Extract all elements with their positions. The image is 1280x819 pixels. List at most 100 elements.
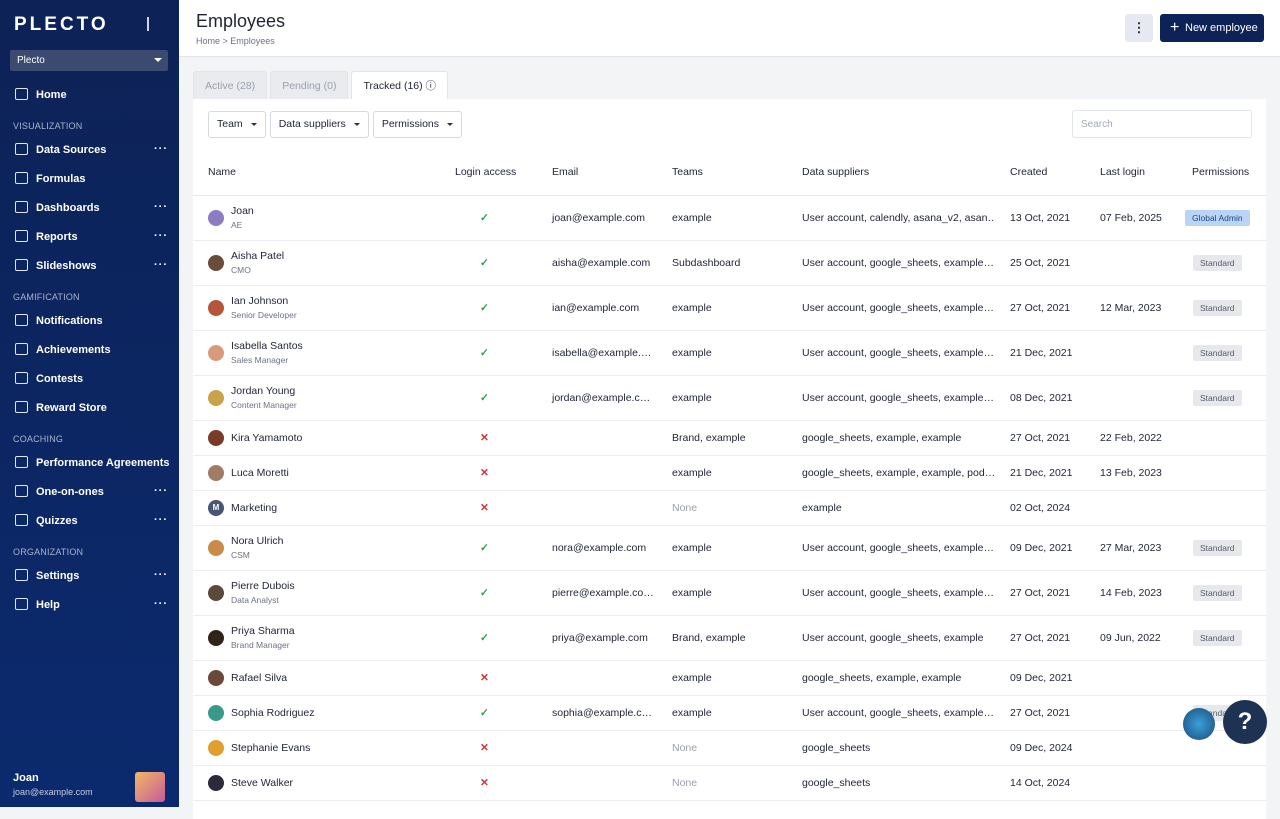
nav-icon: [15, 598, 28, 610]
nav-item[interactable]: Performance Agreements: [0, 448, 179, 477]
column-header: Permissions: [1177, 150, 1266, 196]
teams-cell: example: [657, 455, 787, 491]
suppliers: User account, google_sheets, example…: [802, 541, 995, 554]
last-login-cell: [1085, 695, 1177, 731]
check-icon: ✓: [480, 256, 489, 269]
last-login-cell: [1085, 240, 1177, 286]
name-block: Sophia Rodriguez: [231, 707, 314, 719]
tab[interactable]: Tracked (16) ⓘ: [351, 71, 449, 99]
last-login-cell: 07 Feb, 2025: [1085, 195, 1177, 241]
nav-item[interactable]: Formulas: [0, 164, 179, 193]
nav-label: Settings: [36, 569, 80, 582]
employee-row[interactable]: Luca Moretti ✕ example google_sheets, examp…: [193, 455, 1266, 491]
nav-item[interactable]: Quizzes ···: [0, 506, 179, 535]
last-login-cell: [1085, 730, 1177, 766]
column-header: Data suppliers: [787, 150, 995, 196]
tab[interactable]: Active (28): [193, 71, 268, 99]
cross-icon: ✕: [480, 501, 489, 514]
more-icon[interactable]: ···: [154, 598, 168, 610]
avatar: [208, 254, 224, 271]
header-row: Name Login access Email Teams Data suppliers…: [193, 150, 1266, 196]
name-cell: M Marketing: [193, 490, 440, 526]
org-select[interactable]: Plecto: [10, 50, 168, 71]
employee-row[interactable]: Rafael Silva ✕ example google_sheets, examp…: [193, 660, 1266, 696]
new-employee-button[interactable]: New employee: [1160, 14, 1264, 42]
filter[interactable]: Permissions: [372, 111, 462, 138]
nav-item[interactable]: Reports ···: [0, 222, 179, 251]
created: 27 Oct, 2021: [1010, 431, 1071, 444]
login-cell: ✓: [440, 525, 537, 571]
employee-row[interactable]: Jordan Young Content Manager ✓ jordan@examp…: [193, 375, 1266, 421]
employee-name: Priya Sharma: [231, 625, 295, 637]
more-icon[interactable]: ···: [154, 485, 168, 497]
help-button[interactable]: ?: [1223, 700, 1267, 744]
more-button[interactable]: ⋮: [1125, 14, 1153, 42]
last-login-cell: 12 Mar, 2023: [1085, 285, 1177, 331]
filter[interactable]: Team: [208, 111, 266, 138]
employee-row[interactable]: Isabella Santos Sales Manager ✓ isabella@ex…: [193, 330, 1266, 376]
nav-section: GAMIFICATION: [13, 292, 80, 302]
employee-row[interactable]: Steve Walker ✕ None google_sheets 14 Oct, 20…: [193, 765, 1266, 801]
search-input[interactable]: Search: [1072, 110, 1252, 138]
employee-row[interactable]: Nora Ulrich CSM ✓ nora@example.com example Us…: [193, 525, 1266, 571]
nav-item[interactable]: Settings ···: [0, 561, 179, 590]
employee-row[interactable]: Pierre Dubois Data Analyst ✓ pierre@example…: [193, 570, 1266, 616]
suppliers-cell: User account, google_sheets, example…: [787, 240, 995, 286]
card: Team Data suppliers Permissions Search Nam…: [193, 99, 1266, 819]
more-icon[interactable]: ···: [154, 230, 168, 242]
nav-item[interactable]: Help ···: [0, 590, 179, 619]
tab[interactable]: Pending (0): [270, 71, 349, 99]
login-cell: ✓: [440, 240, 537, 286]
employee-row[interactable]: Stephanie Evans ✕ None google_sheets 09 Dec,…: [193, 730, 1266, 766]
name-block: Nora Ulrich CSM: [231, 535, 284, 560]
more-icon[interactable]: ···: [154, 569, 168, 581]
nav-item[interactable]: Notifications: [0, 306, 179, 335]
nav-item[interactable]: One-on-ones ···: [0, 477, 179, 506]
suppliers: User account, google_sheets, example…: [802, 706, 995, 719]
teams-cell: example: [657, 695, 787, 731]
employee-row[interactable]: Sophia Rodriguez ✓ sophia@example.c… exampl…: [193, 695, 1266, 731]
employee-row[interactable]: Priya Sharma Brand Manager ✓ priya@example.…: [193, 615, 1266, 661]
suppliers-cell: User account, google_sheets, example: [787, 615, 995, 661]
employee-name: Marketing: [231, 501, 278, 514]
teams-cell: example: [657, 570, 787, 616]
permission-badge: Standard: [1193, 299, 1242, 316]
more-icon[interactable]: ···: [154, 143, 168, 155]
nav-item[interactable]: Achievements: [0, 335, 179, 364]
last-login: 09 Jun, 2022: [1100, 631, 1161, 644]
employee-row[interactable]: Kira Yamamoto ✕ Brand, example google_sheet…: [193, 420, 1266, 456]
name-block: Isabella Santos Sales Manager: [231, 340, 303, 365]
nav-item[interactable]: Contests: [0, 364, 179, 393]
filter[interactable]: Data suppliers: [269, 111, 369, 138]
crumb[interactable]: Home: [196, 36, 221, 46]
employee-row[interactable]: Joan AE ✓ joan@example.com example User accou…: [193, 195, 1266, 241]
nav-icon: [15, 485, 28, 497]
more-icon[interactable]: ···: [154, 514, 168, 526]
teams: None: [672, 501, 698, 514]
nav-item[interactable]: Data Sources ···: [0, 135, 179, 164]
nav-item[interactable]: Reward Store: [0, 393, 179, 422]
more-icon[interactable]: ···: [154, 201, 168, 213]
name-cell: Priya Sharma Brand Manager: [193, 615, 440, 661]
nav-item[interactable]: Slideshows ···: [0, 251, 179, 280]
employee-row[interactable]: Ian Johnson Senior Developer ✓ ian@example.…: [193, 285, 1266, 331]
more-icon[interactable]: ···: [154, 259, 168, 271]
suppliers-cell: User account, google_sheets, example…: [787, 285, 995, 331]
name-block: Luca Moretti: [231, 467, 289, 479]
employee-row[interactable]: M Marketing ✕ None example 02 Oct, 2024: [193, 490, 1266, 526]
teams: Subdashboard: [672, 256, 741, 269]
nav-item[interactable]: Home: [0, 80, 179, 109]
nav-icon: [15, 514, 28, 526]
name-block: Stephanie Evans: [231, 742, 310, 754]
table-body: Joan AE ✓ joan@example.com example User accou…: [193, 195, 1266, 801]
email: ian@example.com: [552, 301, 640, 314]
employee-row[interactable]: Aisha Patel CMO ✓ aisha@example.com Subdashb…: [193, 240, 1266, 286]
collapse-button[interactable]: [147, 17, 161, 31]
assistant-button[interactable]: [1183, 708, 1215, 740]
user-avatar[interactable]: [135, 772, 165, 802]
nav-item[interactable]: Dashboards ···: [0, 193, 179, 222]
created-cell: 27 Oct, 2021: [995, 615, 1085, 661]
suppliers: google_sheets, example, example: [802, 431, 962, 444]
employee-title: Brand Manager: [231, 640, 290, 650]
suppliers-cell: google_sheets: [787, 730, 995, 766]
